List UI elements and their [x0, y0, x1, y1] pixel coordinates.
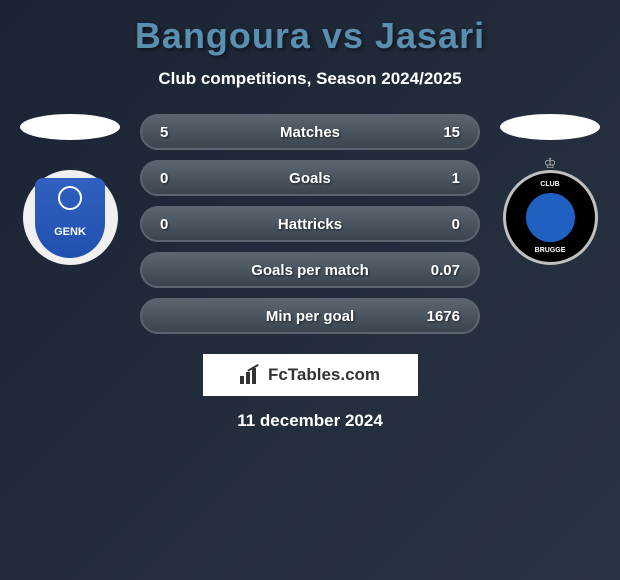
chart-icon — [240, 366, 262, 384]
stat-right-value: 15 — [443, 124, 460, 141]
branding-box: FcTables.com — [203, 354, 418, 396]
right-player-ellipse — [500, 114, 600, 140]
left-column: GENK — [10, 114, 130, 265]
stat-label: Matches — [280, 124, 340, 141]
stat-label: Goals — [289, 170, 331, 187]
subtitle: Club competitions, Season 2024/2025 — [10, 69, 610, 89]
stat-bar-goals: 0 Goals 1 — [140, 160, 480, 196]
stat-left-value: 0 — [160, 170, 168, 187]
main-area: GENK 5 Matches 15 0 Goals 1 0 Hattricks … — [10, 114, 610, 334]
stats-column: 5 Matches 15 0 Goals 1 0 Hattricks 0 Goa… — [140, 114, 480, 334]
right-column: ♔ CLUB BRUGGE — [490, 114, 610, 265]
brugge-text-bottom: BRUGGE — [535, 247, 566, 254]
stat-bar-goals-per-match: Goals per match 0.07 — [140, 252, 480, 288]
page-title: Bangoura vs Jasari — [10, 15, 610, 57]
stat-label: Min per goal — [266, 308, 354, 325]
date-text: 11 december 2024 — [10, 411, 610, 431]
branding-text: FcTables.com — [268, 365, 380, 385]
left-player-ellipse — [20, 114, 120, 140]
stat-right-value: 1676 — [427, 308, 460, 325]
stat-left-value: 5 — [160, 124, 168, 141]
stat-right-value: 1 — [452, 170, 460, 187]
crown-icon: ♔ — [544, 155, 557, 172]
brugge-inner-circle — [523, 190, 578, 245]
main-container: Bangoura vs Jasari Club competitions, Se… — [0, 0, 620, 446]
left-club-logo: GENK — [23, 170, 118, 265]
stat-label: Goals per match — [251, 262, 369, 279]
genk-shield-icon: GENK — [35, 178, 105, 258]
stat-bar-hattricks: 0 Hattricks 0 — [140, 206, 480, 242]
right-club-logo: ♔ CLUB BRUGGE — [503, 170, 598, 265]
stat-label: Hattricks — [278, 216, 342, 233]
stat-right-value: 0 — [452, 216, 460, 233]
genk-logo-text: GENK — [54, 226, 86, 238]
brugge-text-top: CLUB — [540, 181, 559, 188]
stat-left-value: 0 — [160, 216, 168, 233]
stat-bar-min-per-goal: Min per goal 1676 — [140, 298, 480, 334]
stat-right-value: 0.07 — [431, 262, 460, 279]
stat-bar-matches: 5 Matches 15 — [140, 114, 480, 150]
